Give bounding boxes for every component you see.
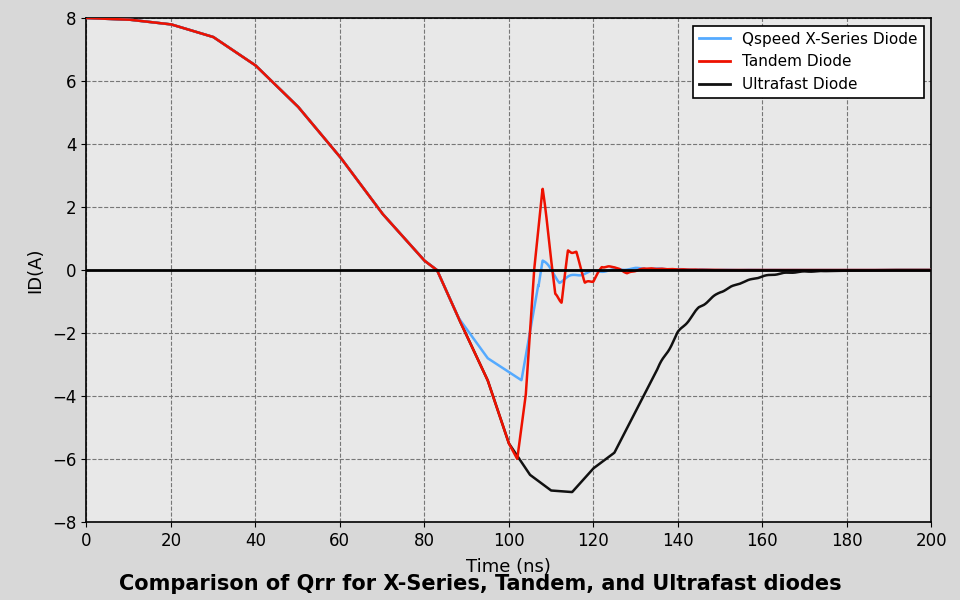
Tandem Diode [436,276,447,283]
Line: Tandem Diode: Tandem Diode [86,18,931,459]
Qspeed X-Series Diode [81,14,92,22]
Ultrafast Diode [857,267,869,274]
Ultrafast Diode [900,266,911,274]
Ultrafast Diode [436,276,447,283]
Tandem Diode [81,14,92,22]
Qspeed X-Series Diode [694,266,706,273]
X-axis label: Time (ns): Time (ns) [467,558,551,576]
Ultrafast Diode [694,303,706,310]
Qspeed X-Series Diode [443,291,454,298]
Y-axis label: ID(A): ID(A) [26,247,44,293]
Qspeed X-Series Diode [436,276,447,283]
Tandem Diode [925,266,937,274]
Text: Comparison of Qrr for X-Series, Tandem, and Ultrafast diodes: Comparison of Qrr for X-Series, Tandem, … [119,574,841,594]
Line: Ultrafast Diode: Ultrafast Diode [86,18,931,492]
Qspeed X-Series Diode [482,355,493,362]
Legend: Qspeed X-Series Diode, Tandem Diode, Ultrafast Diode: Qspeed X-Series Diode, Tandem Diode, Ult… [693,26,924,98]
Line: Qspeed X-Series Diode: Qspeed X-Series Diode [86,18,931,380]
Ultrafast Diode [482,377,493,384]
Ultrafast Diode [925,266,937,274]
Tandem Diode [512,455,523,463]
Tandem Diode [482,377,493,384]
Tandem Diode [857,266,869,274]
Ultrafast Diode [566,488,578,496]
Ultrafast Diode [81,14,92,22]
Ultrafast Diode [443,291,454,298]
Qspeed X-Series Diode [925,266,937,274]
Tandem Diode [900,266,911,274]
Qspeed X-Series Diode [857,266,869,274]
Tandem Diode [443,291,454,298]
Qspeed X-Series Diode [516,377,527,384]
Qspeed X-Series Diode [900,266,911,274]
Tandem Diode [694,266,706,274]
